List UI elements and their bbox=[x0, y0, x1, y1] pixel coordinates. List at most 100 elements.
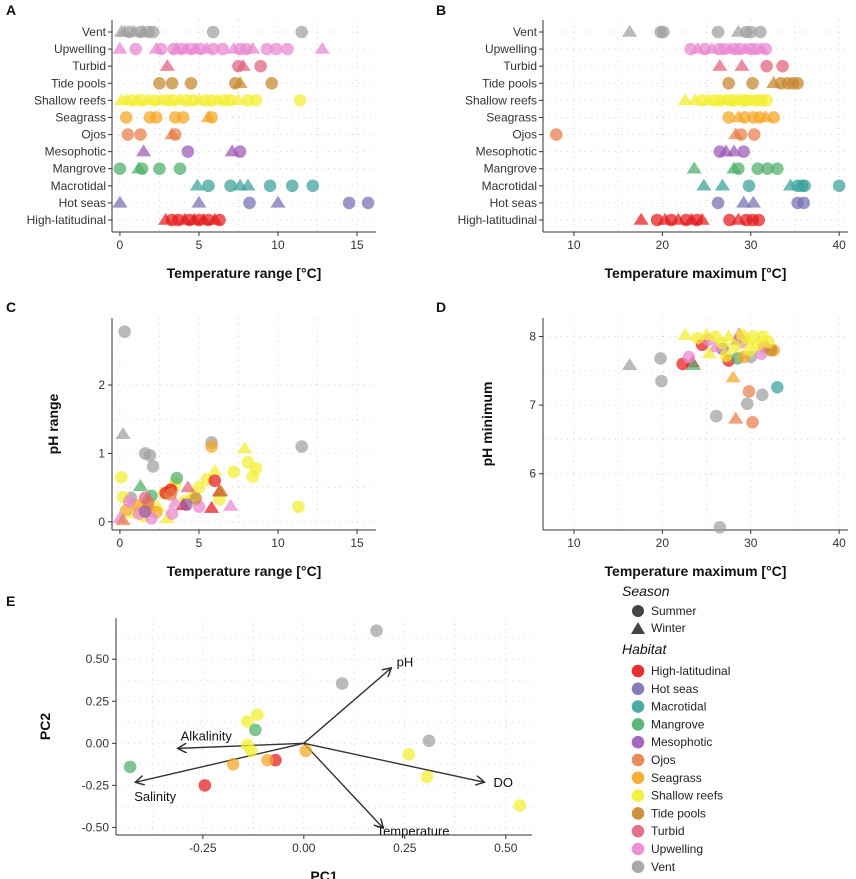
x-tick-label: 10 bbox=[271, 536, 285, 550]
category-label-upwelling: Upwelling bbox=[54, 42, 106, 56]
panel-e-pca-biplot: -0.25 0.00 0.25 0.50 -0.50 -0.25 0.00 0.25 0.50 p… bbox=[37, 618, 532, 879]
legend-habitat-items: High-latitudinal Hot seas Macrotidal Mangro… bbox=[631, 664, 730, 874]
point-macrotidal bbox=[202, 179, 215, 193]
legend-swatch-tide-pools bbox=[631, 807, 645, 820]
point-mangrove bbox=[153, 162, 166, 176]
legend-swatch-vent bbox=[631, 860, 645, 874]
y-axis-title: pH range bbox=[45, 393, 61, 454]
legend-item-upwelling: Upwelling bbox=[631, 842, 703, 856]
point-turbid bbox=[235, 58, 251, 71]
category-label-shallow-reefs: Shallow reefs bbox=[465, 93, 537, 107]
y-tick-label: 6 bbox=[529, 467, 536, 481]
point-turbid bbox=[138, 491, 152, 505]
legend-item-mesophotic: Mesophotic bbox=[631, 735, 712, 749]
point-hot-seas bbox=[243, 196, 256, 210]
point-shallow-reefs bbox=[249, 94, 263, 107]
point-shallow-reefs bbox=[719, 349, 733, 363]
point-upwelling bbox=[165, 507, 179, 520]
point-mangrove bbox=[732, 162, 745, 176]
point-mesophotic bbox=[179, 498, 193, 511]
point-mesophotic bbox=[138, 505, 152, 518]
category-label-ojos: Ojos bbox=[512, 128, 537, 142]
point-mangrove bbox=[123, 760, 137, 774]
point-ojos bbox=[164, 488, 177, 501]
x-tick-label: 15 bbox=[350, 536, 364, 550]
point-macrotidal bbox=[770, 380, 784, 394]
panel-letter-d: D bbox=[436, 299, 446, 315]
point-upwelling bbox=[154, 42, 168, 56]
legend-swatch-seagrass bbox=[631, 771, 645, 785]
point-upwelling bbox=[281, 42, 294, 56]
legend-season-title: Season bbox=[622, 583, 670, 599]
point-ojos bbox=[121, 128, 135, 141]
legend-item-seagrass: Seagrass bbox=[631, 771, 702, 785]
point-high-latitudinal bbox=[208, 474, 222, 488]
category-label-vent: Vent bbox=[82, 25, 107, 39]
x-tick-label: 5 bbox=[196, 536, 203, 550]
point-vent bbox=[744, 25, 758, 39]
point-turbid bbox=[776, 59, 789, 73]
point-seagrass bbox=[205, 440, 218, 453]
x-tick-label: 10 bbox=[567, 238, 581, 252]
point-mesophotic bbox=[181, 145, 195, 158]
category-label-high-latitudinal: High-latitudinal bbox=[458, 213, 537, 227]
point-vent bbox=[118, 325, 131, 338]
point-tide-pools bbox=[184, 76, 198, 90]
category-label-ojos: Ojos bbox=[81, 128, 106, 142]
loading-label-temperature: Temperature bbox=[377, 823, 450, 838]
point-hot-seas bbox=[797, 196, 811, 210]
legend-swatch-ojos bbox=[631, 753, 645, 767]
point-mangrove bbox=[113, 162, 127, 176]
point-vent bbox=[754, 25, 767, 39]
legend-item-macrotidal: Macrotidal bbox=[631, 700, 706, 714]
point-high-latitudinal bbox=[633, 212, 649, 225]
point-seagrass bbox=[226, 758, 240, 771]
x-tick-label: 0 bbox=[117, 536, 124, 550]
point-upwelling bbox=[707, 340, 723, 353]
point-tide-pools bbox=[213, 484, 229, 497]
legend-season-winter: Winter bbox=[631, 621, 686, 635]
legend-season-summer: Summer bbox=[632, 604, 696, 618]
point-upwelling bbox=[270, 42, 283, 56]
point-vent bbox=[622, 24, 638, 37]
x-tick-label: 40 bbox=[832, 536, 846, 550]
y-tick-label: 0.00 bbox=[86, 736, 110, 750]
point-mangrove bbox=[686, 161, 702, 174]
y-tick-label: -0.25 bbox=[82, 778, 110, 792]
point-hot-seas bbox=[711, 196, 725, 210]
point-ojos bbox=[728, 411, 744, 424]
point-tide-pools bbox=[746, 76, 759, 90]
point-seagrass bbox=[725, 370, 741, 383]
point-seagrass bbox=[261, 753, 274, 767]
legend-swatch-upwelling bbox=[631, 842, 645, 856]
legend-label-high-latitudinal: High-latitudinal bbox=[651, 664, 730, 678]
category-label-tide-pools: Tide pools bbox=[482, 76, 537, 90]
point-mangrove bbox=[770, 162, 784, 176]
legend-swatch-mangrove bbox=[631, 718, 645, 731]
point-ojos bbox=[746, 415, 759, 429]
point-vent bbox=[709, 409, 723, 423]
category-label-seagrass: Seagrass bbox=[486, 110, 537, 124]
point-vent bbox=[622, 358, 638, 371]
legend-item-vent: Vent bbox=[631, 860, 676, 874]
y-tick-label: 2 bbox=[98, 378, 105, 392]
panel-b-temperature-maximum-by-habitat: 10 20 30 40 Vent Upwelling Turbid Tide pools Sha… bbox=[458, 20, 848, 281]
x-tick-label: 40 bbox=[832, 238, 846, 252]
category-label-mesophotic: Mesophotic bbox=[45, 145, 106, 159]
legend-swatch-mesophotic bbox=[631, 735, 645, 749]
point-mangrove bbox=[751, 162, 765, 176]
y-tick-label: -0.50 bbox=[82, 820, 110, 834]
legend-season-winter-label: Winter bbox=[651, 621, 686, 635]
point-macrotidal bbox=[240, 178, 256, 191]
category-label-vent: Vent bbox=[513, 25, 538, 39]
y-tick-label: 0.50 bbox=[86, 652, 110, 666]
point-turbid bbox=[712, 58, 728, 71]
x-tick-label: 10 bbox=[567, 536, 581, 550]
point-seagrass bbox=[205, 111, 218, 124]
point-hot-seas bbox=[736, 195, 752, 208]
point-ojos bbox=[549, 128, 563, 141]
point-shallow-reefs bbox=[721, 329, 737, 342]
legend-item-high-latitudinal: High-latitudinal bbox=[631, 664, 730, 678]
legend-item-mangrove: Mangrove bbox=[631, 717, 705, 731]
point-shallow-reefs bbox=[760, 94, 773, 107]
